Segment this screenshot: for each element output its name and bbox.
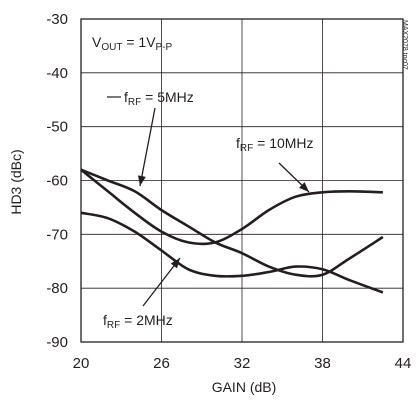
f2-annotation: fRF = 2MHz bbox=[103, 312, 173, 331]
x-tick-label: 44 bbox=[395, 355, 412, 372]
x-axis-title: GAIN (dB) bbox=[212, 379, 277, 395]
arrow-2mhz bbox=[142, 257, 181, 307]
y-tick-label: -60 bbox=[46, 173, 68, 190]
x-tick-labels: 20 26 32 38 44 bbox=[73, 355, 412, 372]
vout-annotation: VOUT = 1VP-P bbox=[92, 34, 173, 53]
f5-annotation: fRF = 5MHz bbox=[124, 89, 194, 108]
y-tick-labels: -30 -40 -50 -60 -70 -80 -90 bbox=[46, 11, 68, 351]
x-tick-label: 38 bbox=[314, 355, 331, 372]
y-tick-label: -50 bbox=[46, 119, 68, 136]
y-tick-label: -90 bbox=[46, 334, 68, 351]
y-tick-label: -80 bbox=[46, 280, 68, 297]
series-line-1 bbox=[80, 168, 384, 278]
annotation-arrows bbox=[107, 96, 310, 307]
arrow-10mhz bbox=[278, 162, 310, 193]
series-line-2 bbox=[80, 168, 383, 246]
series-line-3 bbox=[80, 211, 384, 294]
y-tick-label: -40 bbox=[46, 65, 68, 82]
y-tick-label: -70 bbox=[46, 226, 68, 243]
figure-id-watermark: MAX2078 toc07 bbox=[401, 20, 408, 70]
f10-annotation: fRF = 10MHz bbox=[236, 135, 314, 154]
y-axis-title: HD3 (dBc) bbox=[8, 149, 24, 214]
y-tick-label: -30 bbox=[46, 11, 68, 28]
x-tick-label: 20 bbox=[73, 355, 90, 372]
plot-frame bbox=[80, 18, 404, 343]
x-tick-label: 26 bbox=[153, 355, 170, 372]
x-tick-label: 32 bbox=[234, 355, 251, 372]
arrow-5mhz bbox=[137, 107, 156, 187]
data-series bbox=[80, 168, 384, 294]
chart-grid bbox=[81, 19, 403, 342]
